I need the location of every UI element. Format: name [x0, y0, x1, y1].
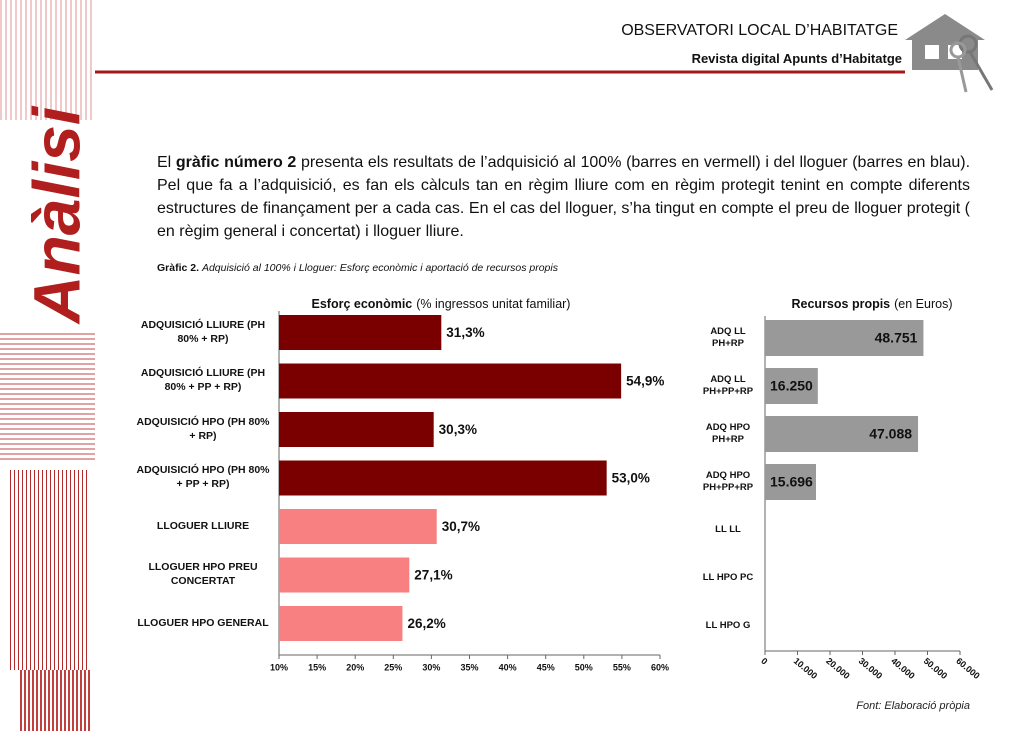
decor: [20, 670, 90, 731]
y-tick-label: LLOGUER HPO PREU CONCERTAT: [148, 561, 258, 587]
value-label: 31,3%: [446, 325, 484, 340]
bar: [765, 320, 924, 356]
bar: [279, 557, 410, 593]
bar: [279, 315, 442, 350]
side-label: Anàlisi: [19, 105, 93, 325]
logo: [905, 14, 994, 93]
bar: [279, 606, 403, 641]
chart-title-main: Esforç econòmic: [312, 297, 413, 311]
y-tick-label: LLOGUER HPO GENERAL: [137, 616, 269, 629]
x-tick-label: 55%: [613, 662, 631, 672]
chart-title-note: (en Euros): [894, 297, 952, 311]
y-tick-label: ADQ LL PH+PP+RP: [702, 373, 754, 397]
caption: Gràfic 2. Adquisició al 100% i Lloguer: …: [157, 262, 558, 274]
x-tick-label: 30%: [422, 662, 440, 672]
x-tick-label: 30.000: [857, 656, 885, 681]
header-title: OBSERVATORI LOCAL D’HABITATGE: [621, 22, 898, 39]
x-tick-label: 0: [759, 656, 769, 667]
x-tick-label: 25%: [384, 662, 402, 672]
header-subtitle: Revista digital Apunts d’Habitatge: [691, 51, 902, 66]
bar: [765, 416, 919, 452]
y-tick-label: LL HPO G: [705, 619, 751, 631]
value-label: 30,3%: [439, 422, 477, 437]
x-tick-label: 50.000: [922, 656, 950, 681]
chart-title: Recursos propis (en Euros): [792, 297, 953, 311]
value-label: 53,0%: [612, 471, 650, 486]
text: El: [157, 154, 176, 171]
y-tick-label: ADQUISICIÓ LLIURE (PH 80% + RP): [140, 318, 266, 345]
text-bold: gràfic número 2: [175, 154, 297, 171]
paragraph: El gràfic número 2 presenta els resultat…: [157, 151, 970, 243]
y-tick-label: LL LL: [715, 523, 741, 535]
bar: [279, 412, 434, 447]
caption-label: Gràfic 2.: [157, 262, 200, 274]
x-tick-label: 10%: [270, 662, 288, 672]
x-tick-label: 60.000: [954, 656, 982, 681]
caption-text: Adquisició al 100% i Lloguer: Esforç eco…: [201, 262, 558, 274]
x-tick-label: 15%: [308, 662, 326, 672]
value-label: 26,2%: [407, 616, 445, 631]
text: presenta els resultats de l’adquisició a…: [157, 154, 971, 240]
x-tick-label: 45%: [537, 662, 555, 672]
value-label: 30,7%: [442, 519, 480, 534]
value-label: 16.250: [770, 378, 813, 394]
source: Font: Elaboració pròpia: [856, 700, 970, 712]
value-label: 48.751: [875, 330, 918, 346]
y-tick-label: ADQ HPO PH+PP+RP: [702, 469, 754, 493]
chart-title-main: Recursos propis: [792, 297, 891, 311]
y-tick-label: ADQ LL PH+RP: [710, 325, 746, 349]
decor: [0, 0, 95, 120]
x-tick-label: 60%: [651, 662, 669, 672]
value-label: 54,9%: [626, 374, 664, 389]
x-tick-label: 40%: [499, 662, 517, 672]
value-label: 27,1%: [414, 568, 452, 583]
value-label: 15.696: [770, 474, 813, 490]
chart-title: Esforç econòmic (% ingressos unitat famil…: [312, 297, 571, 311]
y-tick-label: LLOGUER LLIURE: [156, 519, 250, 532]
y-tick-label: ADQUISICIÓ HPO (PH 80% + PP + RP): [136, 464, 270, 490]
bar: [279, 509, 437, 544]
y-tick-label: ADQUISICIÓ HPO (PH 80% + RP): [136, 415, 270, 442]
x-tick-label: 40.000: [889, 656, 917, 681]
value-label: 47.088: [869, 426, 912, 442]
decor: [10, 470, 90, 670]
bar: [765, 368, 818, 404]
x-tick-label: 20.000: [824, 656, 852, 681]
chart-title-note: (% ingressos unitat familiar): [416, 297, 570, 311]
bar: [765, 464, 817, 500]
y-tick-label: ADQ HPO PH+RP: [705, 421, 751, 445]
x-tick-label: 20%: [346, 662, 364, 672]
x-tick-label: 10.000: [792, 656, 820, 681]
x-tick-label: 35%: [460, 662, 478, 672]
y-tick-label: ADQUISICIÓ LLIURE (PH 80% + PP + RP): [140, 367, 266, 393]
y-tick-label: LL HPO PC: [702, 571, 754, 583]
decor: [0, 330, 95, 460]
bar: [279, 460, 607, 496]
x-tick-label: 50%: [575, 662, 593, 672]
bar: [279, 363, 622, 399]
